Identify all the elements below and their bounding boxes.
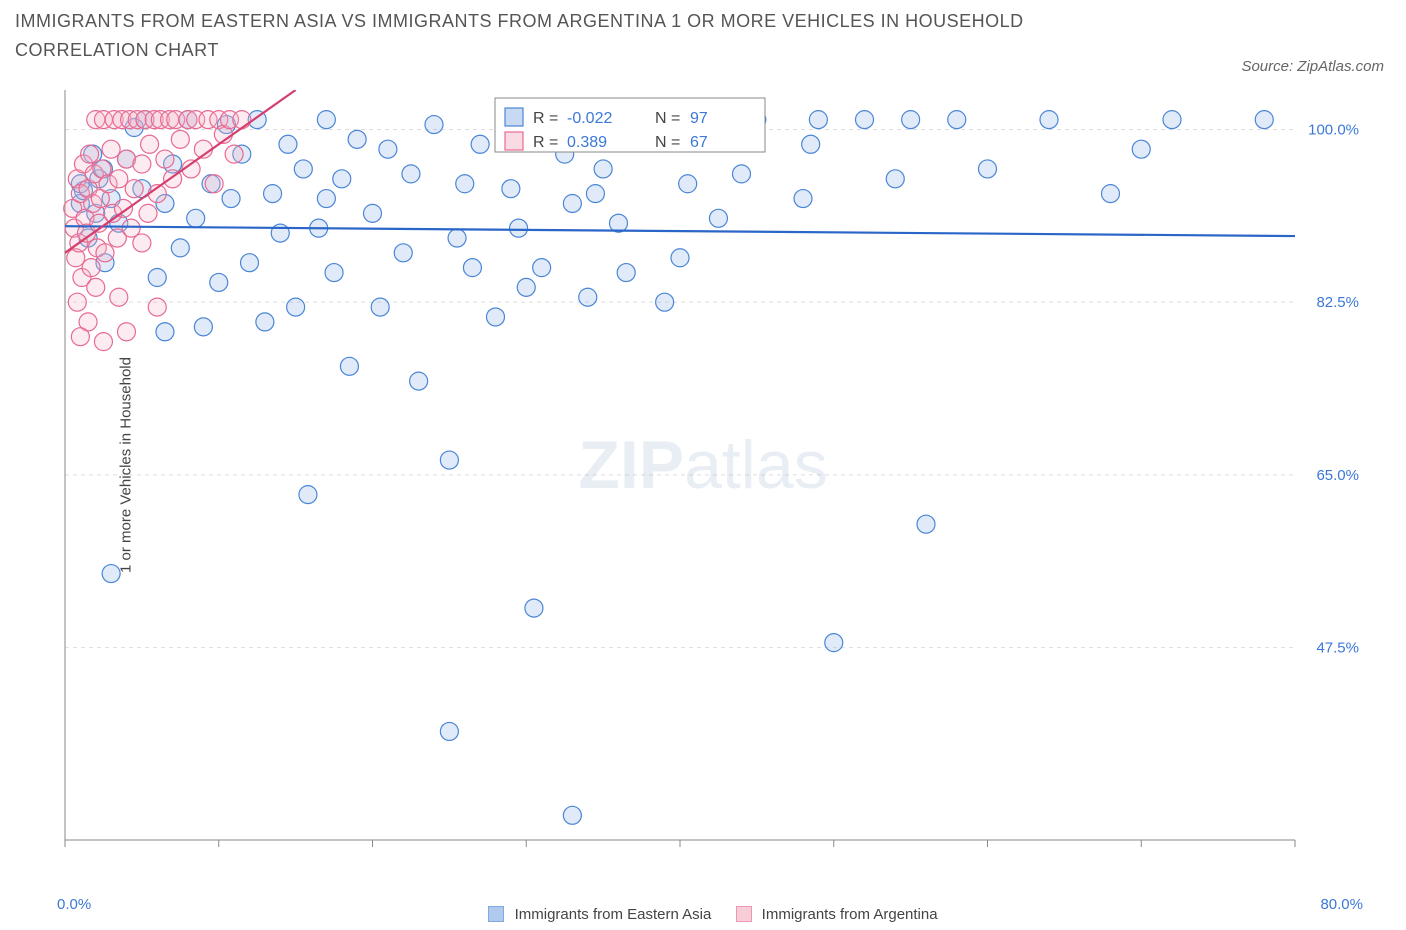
svg-text:R =: R = [533,134,558,151]
svg-text:82.5%: 82.5% [1316,294,1359,311]
svg-text:65.0%: 65.0% [1316,467,1359,484]
legend-swatch-eastern-asia [488,906,504,922]
svg-text:97: 97 [690,110,708,127]
svg-text:N =: N = [655,110,680,127]
source-credit: Source: ZipAtlas.com [1241,58,1384,75]
svg-text:R =: R = [533,110,558,127]
svg-text:-0.022: -0.022 [567,110,612,127]
svg-text:67: 67 [690,134,708,151]
svg-text:N =: N = [655,134,680,151]
legend-label-eastern-asia: Immigrants from Eastern Asia [515,906,712,923]
chart-title: IMMIGRANTS FROM EASTERN ASIA VS IMMIGRAN… [15,7,1115,65]
legend-bottom: Immigrants from Eastern Asia Immigrants … [0,906,1406,924]
svg-text:47.5%: 47.5% [1316,640,1359,657]
svg-text:0.389: 0.389 [567,134,607,151]
legend-swatch-argentina [736,906,752,922]
scatter-plot: 100.0% 82.5% 65.0% 47.5% R = -0.022 N = 97 R = 0.… [55,90,1365,860]
legend-label-argentina: Immigrants from Argentina [762,906,938,923]
svg-text:100.0%: 100.0% [1308,121,1359,138]
